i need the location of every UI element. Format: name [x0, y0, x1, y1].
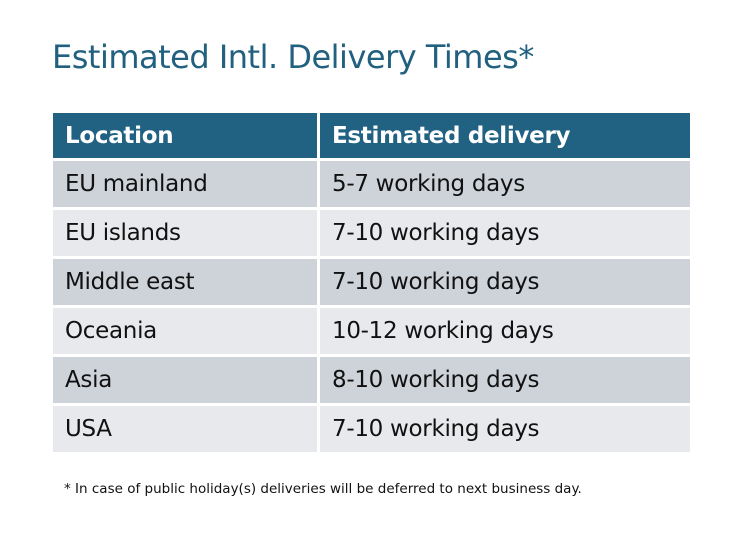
delivery-cell: 10-12 working days	[320, 308, 690, 354]
header-location: Location	[53, 113, 317, 158]
location-cell: EU islands	[53, 210, 317, 256]
table-row: Oceania 10-12 working days	[53, 308, 690, 354]
location-cell: Asia	[53, 357, 317, 403]
delivery-cell: 7-10 working days	[320, 259, 690, 305]
page-title: Estimated Intl. Delivery Times*	[52, 38, 534, 76]
table-row: USA 7-10 working days	[53, 406, 690, 452]
delivery-table: Location Estimated delivery EU mainland …	[50, 110, 693, 455]
table-row: EU islands 7-10 working days	[53, 210, 690, 256]
table-header-row: Location Estimated delivery	[53, 113, 690, 158]
delivery-cell: 7-10 working days	[320, 210, 690, 256]
table-row: EU mainland 5-7 working days	[53, 161, 690, 207]
location-cell: EU mainland	[53, 161, 317, 207]
location-cell: Middle east	[53, 259, 317, 305]
location-cell: Oceania	[53, 308, 317, 354]
table-row: Middle east 7-10 working days	[53, 259, 690, 305]
header-estimated-delivery: Estimated delivery	[320, 113, 690, 158]
delivery-cell: 5-7 working days	[320, 161, 690, 207]
table-row: Asia 8-10 working days	[53, 357, 690, 403]
delivery-cell: 7-10 working days	[320, 406, 690, 452]
delivery-cell: 8-10 working days	[320, 357, 690, 403]
location-cell: USA	[53, 406, 317, 452]
footnote: * In case of public holiday(s) deliverie…	[64, 481, 582, 497]
